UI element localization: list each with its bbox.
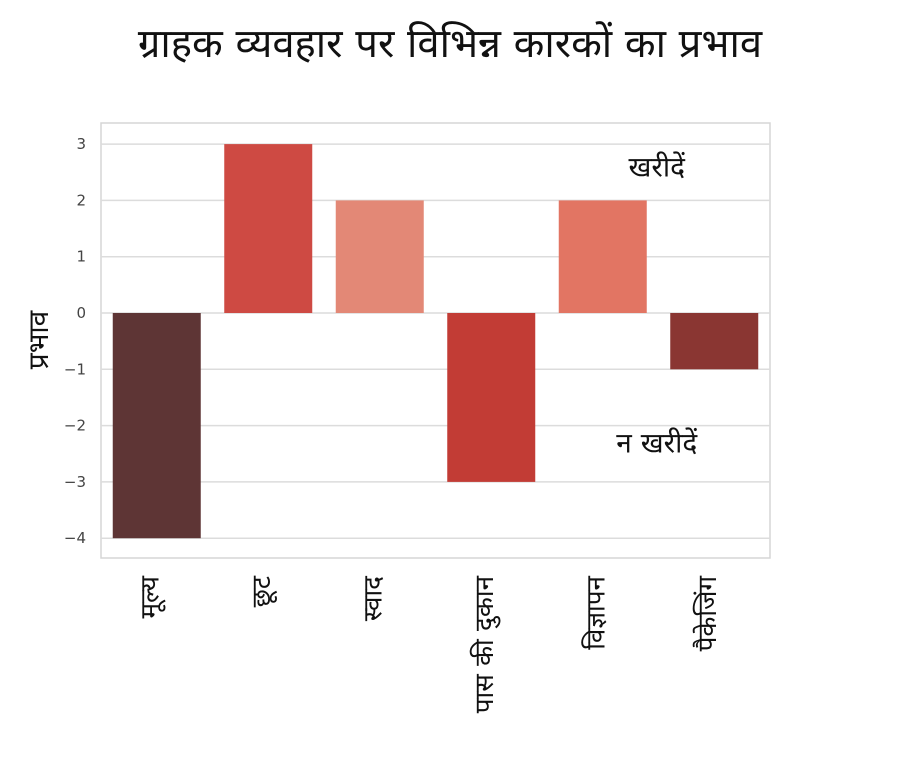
annotation-label: न खरीदें xyxy=(616,426,698,459)
y-tick-label: 3 xyxy=(76,135,86,153)
x-category-label: पैकेजिंग xyxy=(692,576,723,652)
bar xyxy=(447,313,536,482)
y-tick-label: −3 xyxy=(64,473,86,491)
bar xyxy=(335,200,424,313)
annotations: खरीदें न खरीदें xyxy=(616,151,698,460)
y-tick-label: −2 xyxy=(64,417,86,435)
y-tick-label: 2 xyxy=(76,191,86,209)
bar xyxy=(112,313,201,539)
x-category-labels: मूल्य छूट स्वाद पास की दुकान विज्ञापन पैकेजिं… xyxy=(135,575,723,713)
y-axis-label: प्रभाव xyxy=(22,310,55,369)
x-category-label: पास की दुकान xyxy=(469,575,501,713)
x-category-label: मूल्य xyxy=(135,575,166,618)
y-tick-label: 0 xyxy=(76,304,86,322)
bars xyxy=(112,144,759,539)
annotation-label: खरीदें xyxy=(629,151,687,184)
y-tick-label: −1 xyxy=(64,360,86,378)
chart-title: ग्राहक व्यवहार पर विभिन्न कारकों का प्रभ… xyxy=(137,21,763,67)
plot-area-frame xyxy=(100,122,771,559)
y-tick-labels: 3 2 1 0 −1 −2 −3 −4 xyxy=(64,135,86,547)
x-category-label: विज्ञापन xyxy=(580,575,611,649)
bar xyxy=(224,144,313,313)
bar xyxy=(558,200,647,313)
gridlines xyxy=(101,143,770,539)
bar xyxy=(670,313,759,370)
y-tick-label: 1 xyxy=(76,248,86,266)
x-category-label: स्वाद xyxy=(358,575,388,621)
y-tick-label: −4 xyxy=(64,529,86,547)
x-category-label: छूट xyxy=(247,575,278,607)
